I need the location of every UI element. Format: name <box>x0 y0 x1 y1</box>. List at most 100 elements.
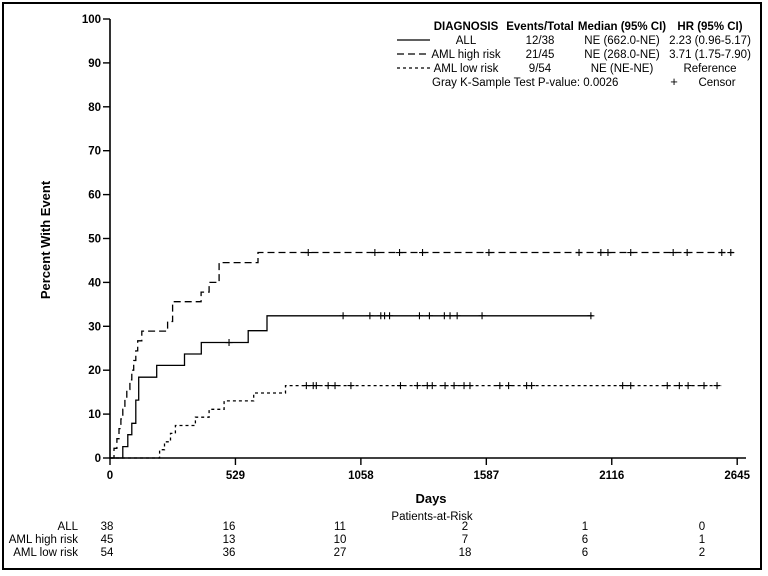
y-tick-label: 40 <box>88 277 101 289</box>
at-risk-count: 27 <box>334 547 347 559</box>
legend-label-all: ALL <box>456 35 477 47</box>
legend-median-ci: NE (268.0-NE) <box>584 49 660 61</box>
series-aml-low-risk-censor-mark <box>675 382 683 390</box>
at-risk-row-label-all: ALL <box>58 521 79 533</box>
series-all-censor-mark <box>453 312 461 320</box>
series-aml-low-risk-censor-mark <box>324 382 332 390</box>
at-risk-count: 36 <box>223 547 236 559</box>
x-tick-label: 0 <box>107 470 113 482</box>
y-tick-label: 20 <box>88 365 101 377</box>
series-aml-low-risk-censor-mark <box>713 382 721 390</box>
y-tick-label: 70 <box>88 146 101 158</box>
series-aml-high-risk-censor-mark <box>419 249 427 257</box>
at-risk-title: Patients-at-Risk <box>391 511 472 523</box>
legend-label-aml-low-risk: AML low risk <box>434 63 499 75</box>
series-all-censor-mark <box>425 312 433 320</box>
at-risk-count: 6 <box>582 547 588 559</box>
legend-pvalue-text: Gray K-Sample Test P-value: 0.0026 <box>432 77 618 89</box>
y-tick-label: 30 <box>88 321 101 333</box>
at-risk-count: 54 <box>101 547 114 559</box>
series-aml-low-risk-censor-mark <box>496 382 504 390</box>
series-aml-high-risk-censor-mark <box>718 249 726 257</box>
series-all-censor-mark <box>225 339 233 347</box>
series-aml-high-risk-censor-mark <box>485 249 493 257</box>
series-aml-low-risk-censor-mark <box>700 382 708 390</box>
legend-median-ci: NE (662.0-NE) <box>584 35 660 47</box>
legend-hr-ci: Reference <box>683 63 736 75</box>
y-tick-label: 100 <box>82 14 101 26</box>
series-aml-low-risk-curve <box>110 384 722 459</box>
series-aml-low-risk-censor-mark <box>331 382 339 390</box>
series-aml-low-risk-censor-mark <box>347 382 355 390</box>
at-risk-count: 2 <box>699 547 705 559</box>
at-risk-count: 10 <box>334 534 347 546</box>
x-tick-label: 2645 <box>724 470 750 482</box>
series-aml-high-risk-censor-mark <box>597 249 605 257</box>
at-risk-count: 7 <box>462 534 468 546</box>
series-aml-high-risk-censor-mark <box>575 249 583 257</box>
at-risk-count: 6 <box>582 534 588 546</box>
at-risk-count: 13 <box>223 534 236 546</box>
series-aml-high-risk-censor-mark <box>304 249 312 257</box>
y-tick-label: 90 <box>88 58 101 70</box>
legend-label-aml-high-risk: AML high risk <box>431 49 500 61</box>
y-tick-label: 80 <box>88 102 101 114</box>
at-risk-count: 11 <box>334 521 346 533</box>
at-risk-row-label-aml-low-risk: AML low risk <box>13 547 78 559</box>
axes <box>109 19 746 459</box>
legend-header-diagnosis: DIAGNOSIS <box>434 21 499 33</box>
series-aml-low-risk-censor-mark <box>413 382 421 390</box>
at-risk-count: 45 <box>101 534 114 546</box>
y-tick-label: 50 <box>88 234 101 246</box>
series-aml-low-risk-censor-mark <box>460 382 468 390</box>
series-aml-low-risk-censor-mark <box>684 382 692 390</box>
series-all-censor-mark <box>366 312 374 320</box>
at-risk-count: 1 <box>582 521 588 533</box>
x-tick-label: 1587 <box>474 470 500 482</box>
series-aml-low-risk-censor-mark <box>619 382 627 390</box>
legend-header-hr-95-ci-: HR (95% CI) <box>677 21 742 33</box>
series-all-censor-mark <box>478 312 486 320</box>
series-aml-high-risk-censor-mark <box>683 249 691 257</box>
legend-events-total: 21/45 <box>526 49 555 61</box>
series-aml-low-risk-censor-mark <box>663 382 671 390</box>
at-risk-count: 18 <box>459 547 472 559</box>
series-aml-low-risk-censor-mark <box>450 382 458 390</box>
at-risk-count: 38 <box>101 521 114 533</box>
series-aml-low-risk-censor-mark <box>428 382 436 390</box>
series-all-censor-mark <box>446 312 454 320</box>
series-aml-high-risk-curve <box>110 251 734 459</box>
series-all-censor-mark <box>386 312 394 320</box>
series-aml-low-risk-censor-mark <box>528 382 536 390</box>
series-aml-low-risk-censor-mark <box>396 382 404 390</box>
series-aml-low-risk-censor-mark <box>312 382 320 390</box>
x-tick-label: 529 <box>226 470 245 482</box>
y-axis-title: Percent With Event <box>38 180 53 299</box>
series-aml-high-risk-censor-mark <box>396 249 404 257</box>
at-risk-count: 2 <box>462 521 468 533</box>
x-tick-label: 2116 <box>599 470 624 482</box>
series-aml-high-risk-censor-mark <box>627 249 635 257</box>
series-aml-low-risk-censor-mark <box>627 382 635 390</box>
figure-border <box>2 2 762 570</box>
series-all-censor-mark <box>587 312 595 320</box>
series-aml-low-risk-censor-mark <box>505 382 513 390</box>
x-axis-title: Days <box>415 491 446 506</box>
series-all-curve <box>110 315 593 459</box>
at-risk-count: 1 <box>699 534 705 546</box>
x-tick-label: 1058 <box>348 470 374 482</box>
legend-header-median-95-ci-: Median (95% CI) <box>578 21 666 33</box>
legend-median-ci: NE (NE-NE) <box>591 63 654 75</box>
y-tick-label: 10 <box>88 409 101 421</box>
series-aml-high-risk-censor-mark <box>604 249 612 257</box>
legend-censor-symbol: + <box>670 74 678 89</box>
series-aml-low-risk-censor-mark <box>302 382 310 390</box>
series-all-censor-mark <box>339 312 347 320</box>
legend-censor-label: Censor <box>698 77 735 89</box>
series-aml-high-risk-censor-mark <box>727 249 735 257</box>
series-aml-high-risk-censor-mark <box>669 249 677 257</box>
series-all-censor-mark <box>415 312 423 320</box>
at-risk-count: 16 <box>223 521 236 533</box>
